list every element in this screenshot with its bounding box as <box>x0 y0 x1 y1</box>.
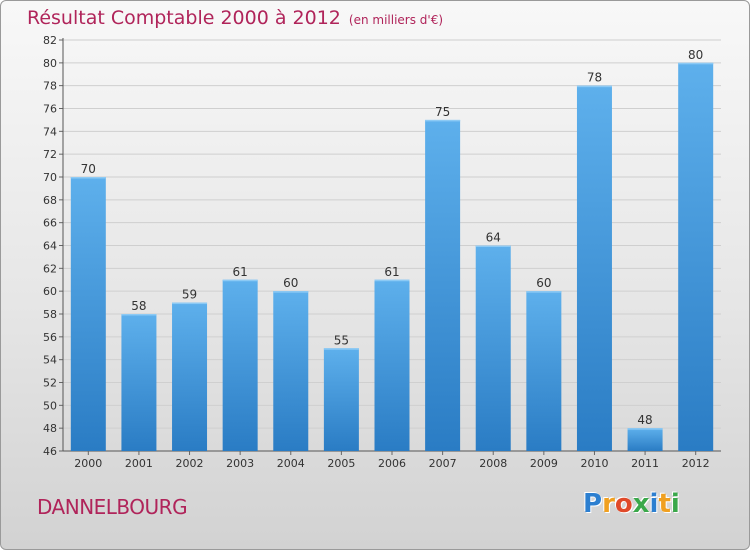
bar-top-highlight <box>70 177 106 179</box>
y-tick-label: 54 <box>43 354 57 367</box>
data-label: 70 <box>81 162 96 176</box>
data-label: 61 <box>233 265 248 279</box>
bar <box>222 279 258 451</box>
bar <box>475 245 511 451</box>
x-tick-label: 2012 <box>682 457 710 470</box>
x-tick-label: 2002 <box>176 457 204 470</box>
data-label: 60 <box>283 276 298 290</box>
brand-letter: i <box>670 489 680 519</box>
bar-top-highlight <box>425 119 461 122</box>
data-label: 78 <box>587 71 602 85</box>
bar-top-highlight <box>526 291 562 293</box>
y-tick-label: 48 <box>43 422 57 435</box>
y-tick-label: 62 <box>43 262 57 275</box>
bar-top-highlight <box>273 291 309 293</box>
y-tick-label: 52 <box>43 377 57 390</box>
brand-letter: P <box>583 489 603 519</box>
bar-top-highlight <box>323 348 359 350</box>
x-tick-label: 2010 <box>580 457 608 470</box>
y-tick-label: 78 <box>43 80 57 93</box>
bar <box>678 62 714 451</box>
data-label: 55 <box>334 333 349 347</box>
x-tick-label: 2003 <box>226 457 254 470</box>
bar <box>576 85 612 452</box>
bar <box>323 348 359 451</box>
y-tick-label: 80 <box>43 57 57 70</box>
y-tick-label: 74 <box>43 125 57 138</box>
brand-letter: o <box>614 489 633 519</box>
bar <box>526 291 562 451</box>
chart-title: Résultat Comptable 2000 à 2012 (en millie… <box>27 7 443 29</box>
brand-letter: i <box>649 489 659 519</box>
y-tick-label: 70 <box>43 171 57 184</box>
data-label: 80 <box>688 48 703 62</box>
x-tick-label: 2005 <box>327 457 355 470</box>
y-tick-label: 56 <box>43 331 57 344</box>
data-label: 60 <box>536 276 551 290</box>
data-label: 58 <box>131 299 146 313</box>
bar-top-highlight <box>374 279 410 282</box>
bar <box>273 291 309 451</box>
bar-top-highlight <box>172 302 208 305</box>
bar <box>627 428 663 451</box>
y-tick-label: 72 <box>43 148 57 161</box>
x-tick-label: 2006 <box>378 457 406 470</box>
bar-top-highlight <box>576 85 612 88</box>
x-tick-label: 2004 <box>277 457 305 470</box>
brand-letter: r <box>602 489 615 519</box>
x-tick-label: 2000 <box>74 457 102 470</box>
place-name: DANNELBOURG <box>37 495 188 519</box>
x-tick-label: 2008 <box>479 457 507 470</box>
bar <box>172 302 208 451</box>
bar <box>425 119 461 452</box>
chart-unit-label: (en milliers d'€) <box>348 13 444 27</box>
data-label: 75 <box>435 105 450 119</box>
x-tick-label: 2009 <box>530 457 558 470</box>
bar-top-highlight <box>678 62 714 65</box>
bar-top-highlight <box>222 279 258 282</box>
brand-letter: x <box>632 489 650 519</box>
bar <box>121 314 157 451</box>
x-tick-label: 2011 <box>631 457 659 470</box>
y-tick-label: 66 <box>43 217 57 230</box>
data-label: 64 <box>486 231 501 245</box>
x-tick-label: 2007 <box>429 457 457 470</box>
chart-title-text: Résultat Comptable 2000 à 2012 <box>27 7 341 29</box>
bar-top-highlight <box>475 245 511 247</box>
data-label: 59 <box>182 288 197 302</box>
y-tick-label: 64 <box>43 240 57 253</box>
y-tick-label: 60 <box>43 285 57 298</box>
data-label: 48 <box>637 413 652 427</box>
data-label: 61 <box>384 265 399 279</box>
bar-top-highlight <box>627 428 663 430</box>
y-tick-label: 50 <box>43 399 57 412</box>
bar-top-highlight <box>121 314 157 316</box>
y-tick-label: 82 <box>43 34 57 47</box>
y-tick-label: 76 <box>43 103 57 116</box>
bar <box>70 177 106 451</box>
y-tick-label: 68 <box>43 194 57 207</box>
brand-letter: t <box>658 489 671 519</box>
brand-logo[interactable]: Proxiti <box>583 489 680 519</box>
x-tick-label: 2001 <box>125 457 153 470</box>
bar <box>374 279 410 451</box>
y-tick-label: 58 <box>43 308 57 321</box>
y-tick-label: 46 <box>43 445 57 458</box>
